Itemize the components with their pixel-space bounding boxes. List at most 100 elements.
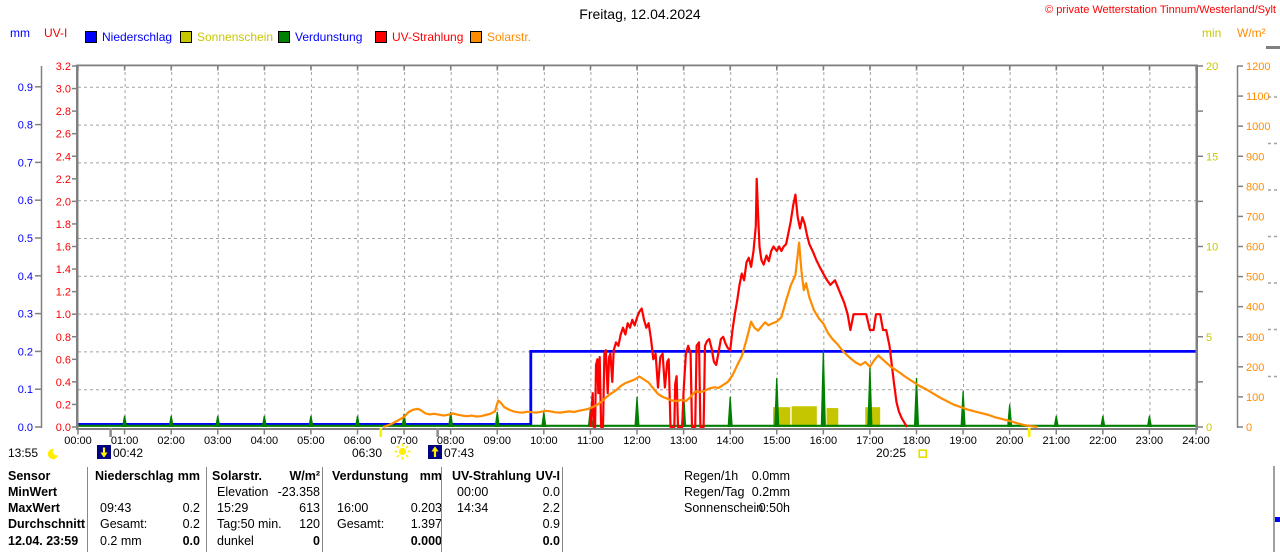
svg-text:20: 20 [1206,61,1218,73]
column-title: Niederschlag [95,469,174,483]
adjacent-panel-stubs [1266,46,1280,378]
svg-text:300: 300 [1246,332,1264,344]
svg-text:20:00: 20:00 [996,435,1024,447]
svg-text:3.0: 3.0 [56,84,71,96]
cell-value: 0.203 [410,501,442,515]
cell-value: 0 [313,534,320,548]
moonrise-time: 07:43 [444,446,475,460]
cell-value: 0.0 [542,534,560,548]
svg-text:200: 200 [1246,362,1264,374]
svg-text:0: 0 [1246,422,1252,434]
sunset-icon [918,449,928,459]
legend-label: Solarstr. [487,30,532,44]
svg-text:04:00: 04:00 [251,435,279,447]
svg-text:10: 10 [1206,242,1218,254]
cell-value: 0.2 [182,517,200,531]
svg-text:1.6: 1.6 [56,242,71,254]
svg-text:0.8: 0.8 [18,120,33,132]
svg-text:1.0: 1.0 [56,309,71,321]
svg-text:0.0: 0.0 [18,422,33,434]
row-header: 12.04. 23:59 [8,534,79,548]
axis-title-mm: mm [10,26,30,40]
svg-text:05:00: 05:00 [297,435,325,447]
svg-text:1100: 1100 [1246,91,1270,103]
svg-text:0.2: 0.2 [18,346,33,358]
svg-text:5: 5 [1206,332,1212,344]
svg-text:0.6: 0.6 [56,354,71,366]
x-axis: 00:00 01:00 02:00 03:00 04:00 05:00 06:00 07:00… [64,66,1210,447]
svg-text:0.4: 0.4 [18,271,33,283]
chart-gridlines [78,66,1196,427]
cell-value: -23.358 [277,485,320,499]
cell-label: 15:29 [217,501,249,515]
cell-value: 613 [299,501,320,515]
legend-item-solarstr: Solarstr. [470,31,531,43]
legend-item-sonnenschein: Sonnenschein [180,31,273,43]
legend-label: Niederschlag [102,30,173,44]
legend-swatch-verdunstung [278,31,290,43]
summary-value: 0.0mm [751,469,790,483]
column-unit: W/m² [289,469,320,483]
chart-series [78,177,1196,429]
page-title: Freitag, 12.04.2024 [579,6,701,22]
cell-label: 00:00 [457,485,489,499]
svg-text:0.9: 0.9 [18,82,33,94]
svg-text:2.6: 2.6 [56,129,71,141]
moon-icon [47,448,62,460]
table-divider [206,467,207,552]
cell-value: 1.397 [410,517,442,531]
cell-value: 0.2 [182,501,200,515]
svg-text:0: 0 [1206,422,1212,434]
svg-text:0.2: 0.2 [56,399,71,411]
svg-text:0.7: 0.7 [18,157,33,169]
y-axis-uvi: 0.0 0.2 0.4 0.6 0.8 1.0 1.2 1.4 1.6 1.8 2.0 2.2 2.4 2… [56,61,77,434]
sunset-tick [1027,428,1031,437]
adjacent-legend-swatch [1275,517,1280,522]
cell-label: Tag:50 min. [217,517,282,531]
svg-text:3.2: 3.2 [56,61,71,73]
legend-swatch-solarstr [470,31,482,43]
legend-item-niederschlag: Niederschlag [85,31,172,43]
column-title: Solarstr. [212,469,263,483]
svg-text:09:00: 09:00 [483,435,511,447]
summary-label: Sonnenschein [684,501,764,515]
cell-value: 120 [299,517,320,531]
sunset-time: 20:25 [876,446,907,460]
station-copyright: © private Wetterstation Tinnum/Westerlan… [1045,4,1276,16]
chart-svg: 00:00 01:00 02:00 03:00 04:00 05:00 06:00 07:00… [18,46,1280,447]
svg-text:1.2: 1.2 [56,287,71,299]
svg-text:19:00: 19:00 [949,435,977,447]
axis-title-uvi: UV-I [44,26,68,40]
column-title: Verdunstung [332,469,409,483]
cell-label: Gesamt: [100,517,148,531]
svg-text:800: 800 [1246,181,1264,193]
axis-title-wm2: W/m² [1237,26,1266,40]
svg-text:01:00: 01:00 [111,435,139,447]
series-uvstrahlung [589,177,909,429]
table-divider [322,467,323,552]
cell-value: 0.000 [410,534,442,548]
y-axis-mm: 0.0 0.1 0.2 0.3 0.4 0.5 0.6 0.7 0.8 0.9 [18,66,43,434]
legend-item-uv-strahlung: UV-Strahlung [375,31,463,43]
column-unit: mm [177,469,200,483]
moonrise-icon [428,445,442,459]
svg-text:2.0: 2.0 [56,196,71,208]
svg-text:23:00: 23:00 [1136,435,1164,447]
svg-text:16:00: 16:00 [810,435,838,447]
legend-swatch-niederschlag [85,31,97,43]
svg-text:07:00: 07:00 [390,435,418,447]
cell-value: 0.0 [182,534,200,548]
svg-text:100: 100 [1246,392,1264,404]
svg-text:22:00: 22:00 [1089,435,1117,447]
moonset-time: 00:42 [113,446,144,460]
axis-title-min: min [1202,26,1222,40]
svg-text:0.6: 0.6 [18,195,33,207]
table-divider [441,467,442,552]
chart-frame [76,64,1198,430]
svg-text:13:00: 13:00 [670,435,698,447]
table-divider [87,467,88,552]
svg-text:06:00: 06:00 [344,435,372,447]
column-unit: UV-I [535,469,560,483]
svg-text:2.2: 2.2 [56,174,71,186]
